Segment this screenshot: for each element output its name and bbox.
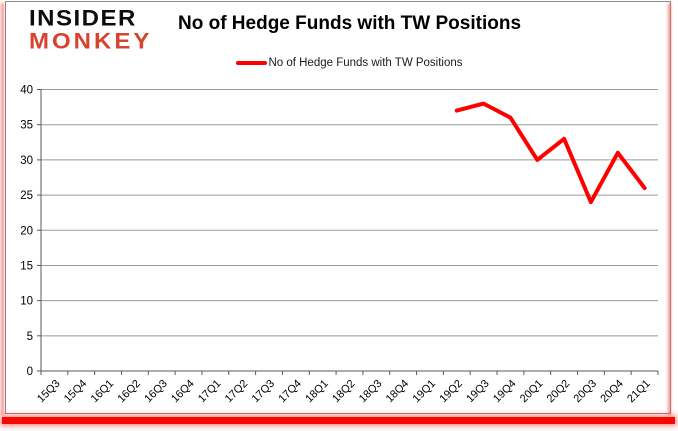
x-axis-label: 20Q2 bbox=[545, 378, 573, 406]
bottom-red-glow-bar bbox=[2, 417, 675, 424]
x-axis-label: 19Q2 bbox=[437, 378, 465, 406]
logo-line-insider: INSIDER bbox=[29, 6, 137, 31]
x-axis-label: 18Q3 bbox=[357, 378, 385, 406]
chart-frame bbox=[5, 1, 671, 414]
plot-area: 0 5 10 15 20 25 30 35 40 15Q3 15Q4 16Q1 16Q2 16Q3 16Q4… bbox=[20, 85, 659, 406]
x-axis-label: 19Q4 bbox=[491, 378, 519, 406]
x-axis-label: 18Q1 bbox=[303, 378, 331, 406]
y-axis-label: 25 bbox=[20, 190, 33, 202]
y-axis-label: 40 bbox=[20, 85, 33, 97]
x-axis-label: 20Q3 bbox=[572, 378, 600, 406]
insider-monkey-logo: INSIDER MONKEY bbox=[29, 8, 152, 54]
x-axis-label: 17Q4 bbox=[276, 378, 304, 406]
x-axis-label: 18Q4 bbox=[384, 378, 412, 406]
x-axis-label: 19Q1 bbox=[411, 378, 439, 406]
x-axis-label: 17Q2 bbox=[223, 378, 251, 406]
legend-line-swatch bbox=[236, 61, 268, 65]
x-axis-label: 17Q1 bbox=[196, 378, 224, 406]
y-axis-label: 30 bbox=[20, 155, 33, 167]
x-axis-label: 18Q2 bbox=[330, 378, 358, 406]
y-axis-label: 35 bbox=[20, 120, 33, 132]
x-axis-label: 17Q3 bbox=[250, 378, 278, 406]
y-axis-label: 10 bbox=[20, 296, 33, 308]
left-red-glow bbox=[1, 3, 4, 415]
x-axis-label: 16Q2 bbox=[115, 378, 143, 406]
x-axis-label: 21Q1 bbox=[625, 378, 653, 406]
y-axis-label: 20 bbox=[20, 225, 33, 237]
y-axis-label: 5 bbox=[27, 331, 33, 343]
right-red-glow bbox=[668, 3, 671, 415]
series-line bbox=[454, 101, 647, 205]
logo-line-monkey: MONKEY bbox=[29, 29, 153, 54]
y-axis-label: 0 bbox=[27, 366, 33, 378]
legend-label: No of Hedge Funds with TW Positions bbox=[268, 57, 463, 69]
y-axis-label: 15 bbox=[20, 260, 33, 272]
x-axis-label: 16Q3 bbox=[142, 378, 170, 406]
chart-title: No of Hedge Funds with TW Positions bbox=[177, 13, 522, 34]
x-axis-label: 15Q4 bbox=[62, 378, 90, 406]
x-axis-label: 15Q3 bbox=[35, 378, 63, 406]
legend: No of Hedge Funds with TW Positions bbox=[41, 56, 658, 70]
x-axis-label: 16Q1 bbox=[89, 378, 117, 406]
x-axis-label: 16Q4 bbox=[169, 378, 197, 406]
x-axis-label: 20Q4 bbox=[598, 378, 626, 406]
x-axis-label: 20Q1 bbox=[518, 378, 546, 406]
x-axis-label: 19Q3 bbox=[464, 378, 492, 406]
